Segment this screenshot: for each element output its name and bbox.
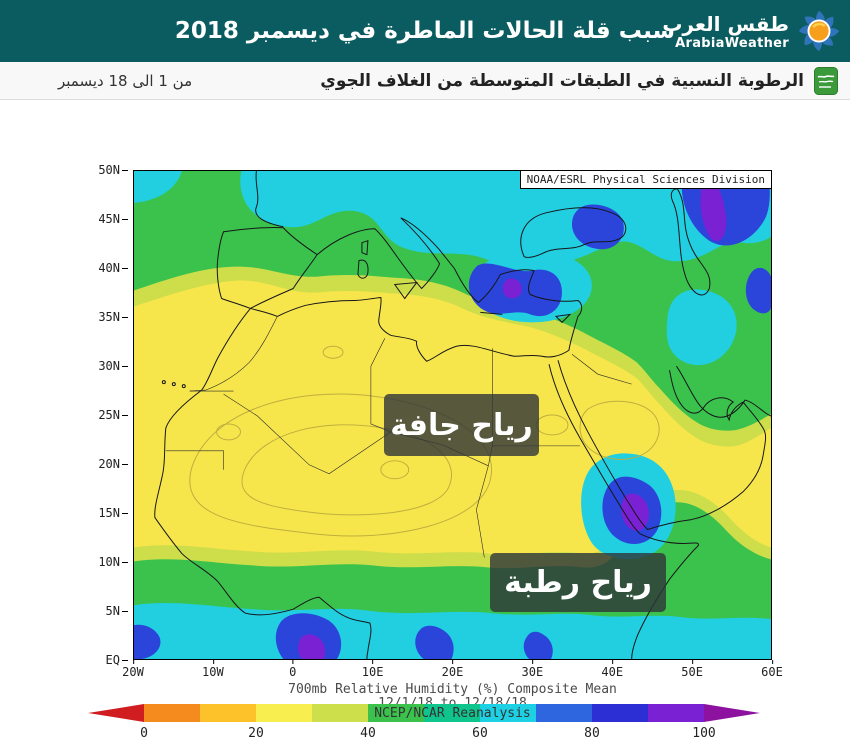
map-caption-title: 700mb Relative Humidity (%) Composite Me… [288, 682, 617, 697]
saudi-flag-icon [814, 66, 838, 95]
humidity-map-figure: NOAA/ESRL Physical Sciences Division ريا… [0, 100, 850, 754]
map-source-label: NOAA/ESRL Physical Sciences Division [519, 170, 772, 189]
humidity-map-svg [134, 171, 771, 659]
colorbar-labels: 0 20 40 60 80 100 [88, 726, 760, 742]
lat-tick-label: 45N [98, 212, 128, 226]
lon-tick-label: 0 [289, 660, 297, 679]
colorbar-segment [312, 704, 368, 722]
colorbar-left-arrow [88, 704, 144, 722]
subheader-right: الرطوبة النسبية في الطبقات المتوسطة من ا… [320, 66, 838, 95]
dry-winds-label: رياح جافة [384, 394, 539, 456]
colorbar-segment [200, 704, 256, 722]
lon-tick-label: 60E [761, 660, 783, 679]
colorbar-segment [144, 704, 200, 722]
lat-ticks: 50N 45N 40N 35N 30N 25N 20N 15N 10N 5N EQ [95, 163, 129, 667]
coastlines [154, 171, 771, 659]
lat-tick-label: 15N [98, 506, 128, 520]
logo-english: ArabiaWeather [675, 35, 789, 51]
lon-tick-label: 20E [441, 660, 464, 679]
colorbar-tick-label: 60 [472, 726, 488, 741]
lat-tick-label: 25N [98, 408, 128, 422]
colorbar-right-arrow [704, 704, 760, 722]
lon-tick-label: 40E [601, 660, 624, 679]
date-range-label: من 1 الى 18 ديسمبر [58, 71, 193, 90]
lon-tick-label: 20W [122, 660, 144, 679]
header-bar: سبب قلة الحالات الماطرة في ديسمبر 2018 ط… [0, 0, 850, 62]
lat-tick-label: 50N [98, 163, 128, 177]
logo-arabic: طقس العرب [662, 11, 789, 36]
lat-tick-label: EQ [105, 653, 129, 667]
lon-ticks: 20W 10W 0 10E 20E 30E 40E 50E 60E [122, 660, 783, 679]
arabiaweather-logo: طقس العرب ArabiaWeather [662, 6, 842, 56]
colorbar-tick-label: 0 [140, 726, 148, 741]
colorbar-tick-label: 40 [360, 726, 376, 741]
colorbar-segment [536, 704, 592, 722]
colorbar-segment [256, 704, 312, 722]
subheader-bar: من 1 الى 18 ديسمبر الرطوبة النسبية في ال… [0, 62, 850, 100]
lat-tick-label: 5N [105, 604, 129, 618]
lon-tick-label: 10W [202, 660, 224, 679]
colorbar-segments [144, 704, 704, 722]
lon-tick-label: 30E [521, 660, 544, 679]
wet-winds-label: رياح رطبة [490, 553, 666, 612]
colorbar-tick-label: 100 [692, 726, 716, 741]
lat-tick-label: 10N [98, 555, 128, 569]
colorbar-segment [480, 704, 536, 722]
lat-tick-label: 40N [98, 261, 128, 275]
colorbar-segment [424, 704, 480, 722]
lat-tick-label: 20N [98, 457, 128, 471]
page-title: سبب قلة الحالات الماطرة في ديسمبر 2018 [174, 18, 676, 44]
map-plot: NOAA/ESRL Physical Sciences Division ريا… [133, 170, 772, 660]
subheader-title: الرطوبة النسبية في الطبقات المتوسطة من ا… [320, 70, 804, 91]
colorbar-segment [648, 704, 704, 722]
colorbar [88, 704, 760, 722]
logo-text: طقس العرب ArabiaWeather [662, 12, 789, 51]
lon-tick-label: 50E [681, 660, 703, 679]
lat-tick-label: 30N [98, 359, 128, 373]
sun-logo-icon [798, 10, 840, 52]
colorbar-tick-label: 20 [248, 726, 264, 741]
lon-tick-label: 10E [361, 660, 384, 679]
colorbar-tick-label: 80 [584, 726, 600, 741]
lat-tick-label: 35N [98, 310, 128, 324]
colorbar-segment [368, 704, 424, 722]
colorbar-segment [592, 704, 648, 722]
contour-lines [189, 345, 660, 537]
